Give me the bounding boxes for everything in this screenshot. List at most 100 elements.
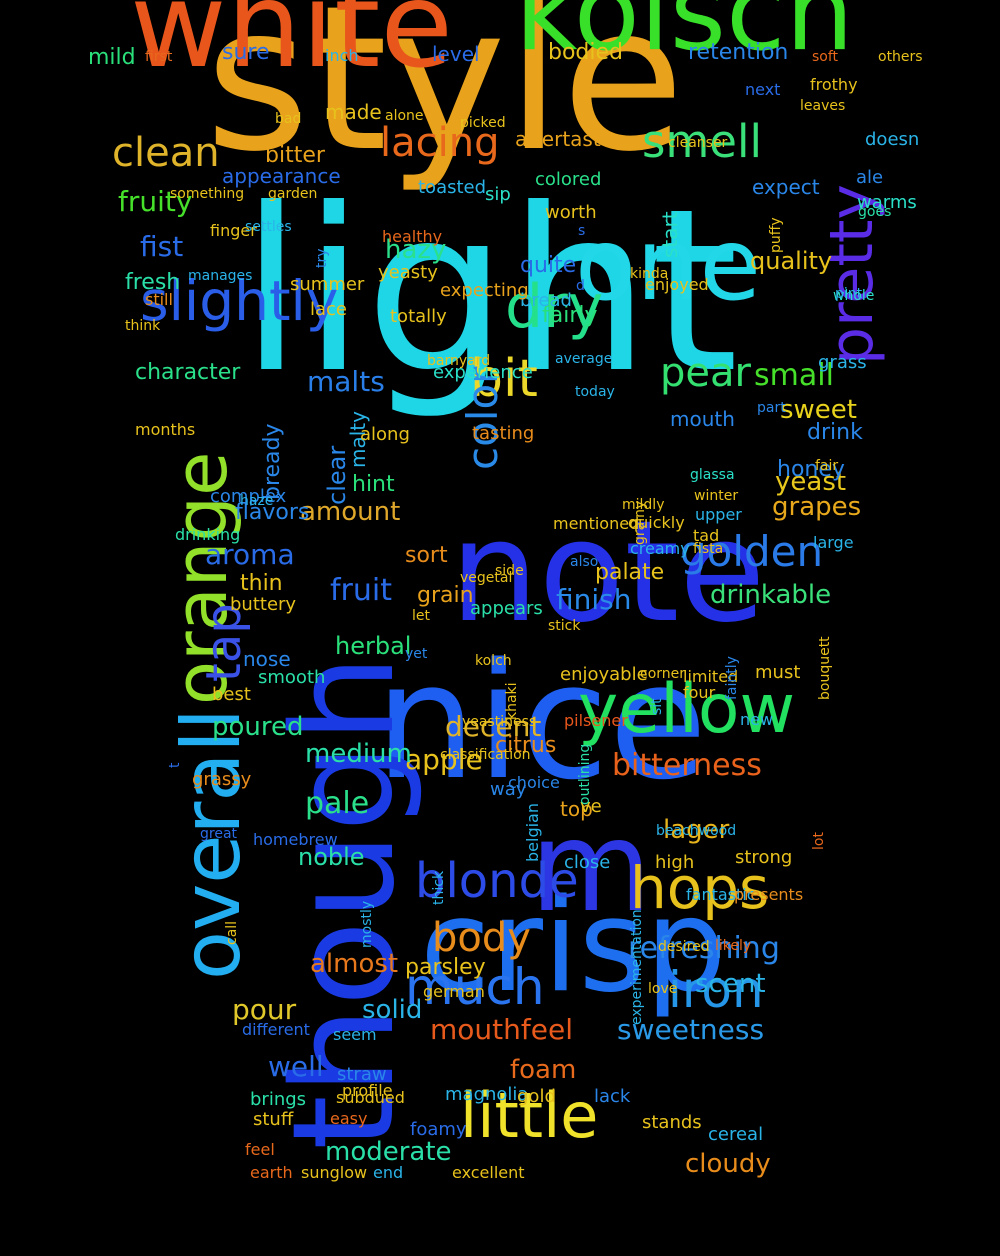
word-haze: haze	[240, 492, 274, 509]
word-t: t	[167, 762, 183, 769]
word-totally: totally	[390, 305, 447, 327]
word-feel: feel	[245, 1140, 275, 1160]
word-flavors: flavors	[235, 500, 310, 526]
word-average: average	[555, 350, 613, 367]
word-fruit: fruit	[330, 573, 393, 608]
word-yellow: yellow	[578, 669, 796, 749]
word-must: must	[755, 661, 801, 683]
word-part: part	[757, 399, 786, 416]
word-settles: settles	[245, 218, 292, 235]
word-s: s	[578, 222, 586, 239]
word-bad: bad	[275, 110, 302, 127]
word-grain: grain	[417, 583, 474, 609]
word-pint: pint	[835, 285, 863, 302]
word-overall: overall	[165, 708, 258, 980]
word-frothy: frothy	[810, 75, 858, 95]
word-sip: sip	[485, 183, 511, 205]
word-picked: picked	[460, 114, 506, 131]
word-parsley: parsley	[405, 955, 486, 981]
word-sunglow: sunglow	[301, 1163, 368, 1183]
word-white: white	[130, 0, 453, 94]
word-along: along	[360, 423, 410, 445]
word-drink: drink	[807, 420, 863, 446]
word-presents: presents	[734, 885, 804, 905]
word-homebrew: homebrew	[253, 830, 338, 850]
word-foamy: foamy	[410, 1118, 467, 1140]
word-thin: thin	[240, 571, 283, 597]
word-winter: winter	[694, 487, 739, 504]
word-noble: noble	[298, 842, 365, 871]
word-tap: tap	[196, 603, 252, 682]
word-lace: lace	[310, 298, 348, 320]
word-drinking: drinking	[175, 525, 241, 545]
word-pilsener: pilsener	[564, 711, 628, 731]
word-corner: corner	[640, 665, 686, 682]
word-sort: sort	[405, 543, 448, 569]
word-sure: sure	[222, 40, 270, 66]
word-belgian: belgian	[523, 803, 542, 862]
word-leaves: leaves	[800, 97, 846, 114]
word-thick: thick	[431, 870, 447, 905]
word-finish: finish	[556, 582, 632, 616]
word-grainy: grainy	[632, 500, 648, 545]
word-warms: warms	[857, 191, 917, 213]
word-palate: palate	[595, 560, 665, 586]
word-gold: gold	[517, 1085, 556, 1107]
word-golden: golden	[680, 527, 824, 577]
word-alone: alone	[385, 107, 424, 124]
word-mentioned: mentioned	[553, 514, 640, 534]
word-slightly: slightly	[140, 269, 339, 333]
word-ve: ve	[580, 795, 602, 817]
word-fantastic: fantastic	[686, 885, 756, 905]
word-mostly: mostly	[359, 900, 375, 948]
word-end: end	[373, 1163, 404, 1183]
word-appearance: appearance	[222, 164, 341, 188]
word-cloudy: cloudy	[685, 1149, 771, 1180]
word-lot: lot	[811, 832, 827, 850]
word-choice: choice	[508, 773, 560, 793]
word-kinda: kinda	[630, 265, 669, 282]
word-buttery: buttery	[230, 593, 297, 615]
word-bread: bread	[520, 289, 572, 311]
word-creamy: creamy	[630, 539, 690, 559]
word-top: top	[560, 797, 593, 821]
word-magnolia: magnolia	[445, 1083, 529, 1105]
word-iron: iron	[668, 961, 764, 1019]
word-faintly: faintly	[724, 656, 740, 700]
word-appears: appears	[470, 597, 543, 619]
word-mouth: mouth	[670, 407, 735, 431]
word-profile: profile	[342, 1081, 393, 1101]
word-level: level	[432, 42, 480, 66]
word-sit: sit	[649, 698, 665, 715]
word-healthy: healthy	[382, 227, 443, 247]
word-desired: desired	[658, 938, 710, 955]
word-kolsch: kolsch	[515, 0, 854, 75]
word-bodied: bodied	[548, 40, 624, 66]
word-high: high	[655, 851, 695, 873]
word-barnyard: barnyard	[427, 352, 491, 369]
word-whole: whole	[833, 287, 875, 304]
word-great: great	[200, 825, 238, 842]
word-yeastiness: yeastiness	[462, 713, 537, 730]
word-expect: expect	[752, 175, 820, 199]
word-well: well	[268, 1049, 324, 1083]
word-blonde: blonde	[415, 852, 579, 909]
word-soft: soft	[812, 48, 839, 65]
word-malts: malts	[307, 364, 385, 398]
word-little: little	[460, 1079, 599, 1153]
word-four: four	[683, 683, 716, 703]
word-beachwood: beachwood	[656, 822, 737, 839]
word-complex: complex	[210, 485, 287, 507]
word-apple: apple	[405, 742, 483, 776]
word-note: note	[450, 491, 766, 654]
word-herbal: herbal	[335, 631, 412, 660]
word-refreshing: refreshing	[628, 931, 780, 966]
word-think: think	[125, 317, 161, 334]
word-close: close	[564, 851, 611, 873]
word-aroma: aroma	[205, 537, 295, 571]
word-love: love	[648, 980, 678, 997]
word-bit: bit	[470, 349, 538, 410]
word-hazy: hazy	[385, 235, 447, 266]
word-pour: pour	[232, 992, 297, 1026]
word-today: today	[575, 383, 615, 400]
